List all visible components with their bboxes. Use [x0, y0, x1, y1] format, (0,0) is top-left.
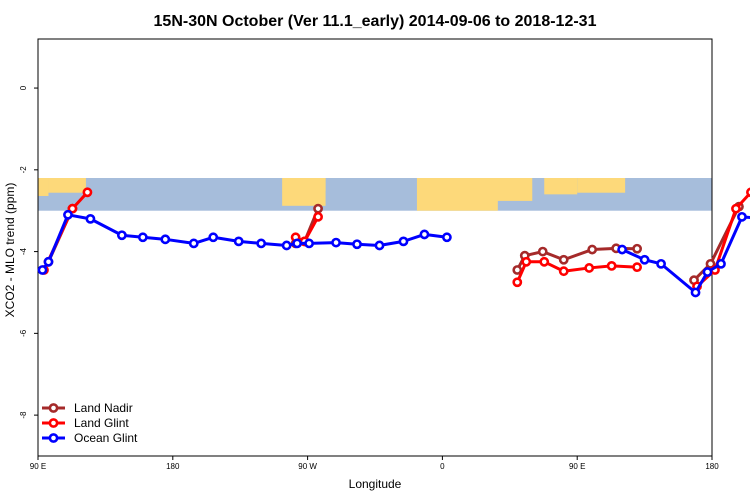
series-line — [696, 191, 750, 288]
legend-item: Ocean Glint — [42, 431, 138, 445]
map-land — [38, 178, 626, 211]
legend-marker — [48, 418, 59, 428]
y-axis-label: XCO2 - MLO trend (ppm) — [3, 183, 17, 318]
data-point — [656, 258, 666, 269]
x-tick-label: 180 — [166, 462, 180, 471]
data-point — [85, 213, 96, 224]
data-point — [304, 238, 314, 249]
x-tick-label: 90 E — [569, 462, 585, 471]
data-point — [617, 244, 628, 255]
data-point — [37, 265, 48, 275]
legend-label: Ocean Glint — [74, 431, 138, 445]
data-point — [137, 232, 148, 243]
series-line — [515, 260, 638, 283]
x-tick-label: 0 — [440, 462, 445, 471]
data-point — [584, 263, 595, 273]
data-point — [539, 256, 550, 267]
series-ocean-glint — [37, 209, 750, 298]
map-land-southeast-asia-east — [577, 178, 626, 193]
data-point — [521, 256, 532, 267]
data-point — [441, 232, 452, 243]
data-point — [233, 236, 244, 247]
data-point — [398, 236, 409, 247]
data-point — [63, 209, 73, 220]
x-tick-label: 180 — [705, 462, 719, 471]
legend-label: Land Glint — [74, 416, 129, 430]
map-land-florida — [319, 178, 326, 192]
data-point — [537, 246, 548, 257]
x-axis: 90 E 180 90 W 0 90 E 180 — [30, 456, 719, 471]
y-tick-label: -4 — [19, 247, 28, 255]
data-point — [746, 187, 750, 198]
series-group — [37, 187, 750, 298]
data-point — [281, 240, 292, 251]
data-point — [208, 232, 219, 243]
data-point — [632, 262, 643, 273]
data-point — [639, 254, 650, 265]
y-tick-label: -2 — [19, 166, 28, 174]
data-point — [43, 256, 54, 267]
map-band — [38, 178, 712, 211]
data-point — [737, 211, 747, 222]
data-point — [731, 203, 741, 214]
legend-item: Land Nadir — [42, 401, 133, 415]
legend-label: Land Nadir — [74, 401, 133, 415]
data-point — [632, 243, 643, 254]
map-land-southeast-asia — [48, 178, 86, 193]
data-point — [82, 187, 93, 198]
y-tick-label: 0 — [19, 85, 28, 90]
data-point — [512, 265, 523, 275]
plot-frame — [37, 38, 713, 457]
data-point — [313, 211, 323, 222]
data-point — [331, 237, 341, 248]
data-point — [587, 244, 598, 255]
map-land-arabia — [493, 178, 533, 201]
legend-marker — [48, 403, 59, 413]
data-point — [419, 229, 430, 240]
map-land-india — [38, 178, 49, 196]
y-axis: 0 -2 -4 -6 -8 — [19, 85, 38, 419]
map-land-africa — [416, 178, 498, 211]
map-land-india-east — [544, 178, 578, 195]
y-tick-label: -8 — [19, 411, 28, 419]
data-point — [690, 287, 701, 298]
data-point — [558, 266, 569, 277]
legend-marker — [48, 433, 59, 443]
map-land-mexico — [282, 178, 326, 206]
data-point — [67, 203, 78, 214]
x-axis-label: Longitude — [349, 477, 402, 491]
data-point — [512, 277, 523, 288]
data-point — [558, 254, 569, 265]
data-point — [606, 260, 617, 271]
legend-item: Land Glint — [42, 416, 129, 430]
data-point — [188, 238, 199, 249]
x-tick-label: 90 W — [298, 462, 317, 471]
data-point — [374, 240, 385, 251]
data-point — [256, 238, 267, 249]
data-point — [313, 203, 323, 214]
x-tick-label: 90 E — [30, 462, 46, 471]
data-point — [716, 258, 726, 269]
data-point — [160, 234, 171, 245]
series-land-glint — [39, 187, 750, 292]
chart-title: 15N-30N October (Ver 11.1_early) 2014-09… — [154, 13, 597, 30]
y-tick-label: -6 — [19, 329, 28, 337]
data-point — [352, 239, 362, 250]
series-line — [41, 213, 448, 271]
data-point — [705, 258, 716, 269]
data-point — [702, 267, 713, 277]
data-point — [292, 238, 303, 249]
data-point — [116, 230, 127, 241]
